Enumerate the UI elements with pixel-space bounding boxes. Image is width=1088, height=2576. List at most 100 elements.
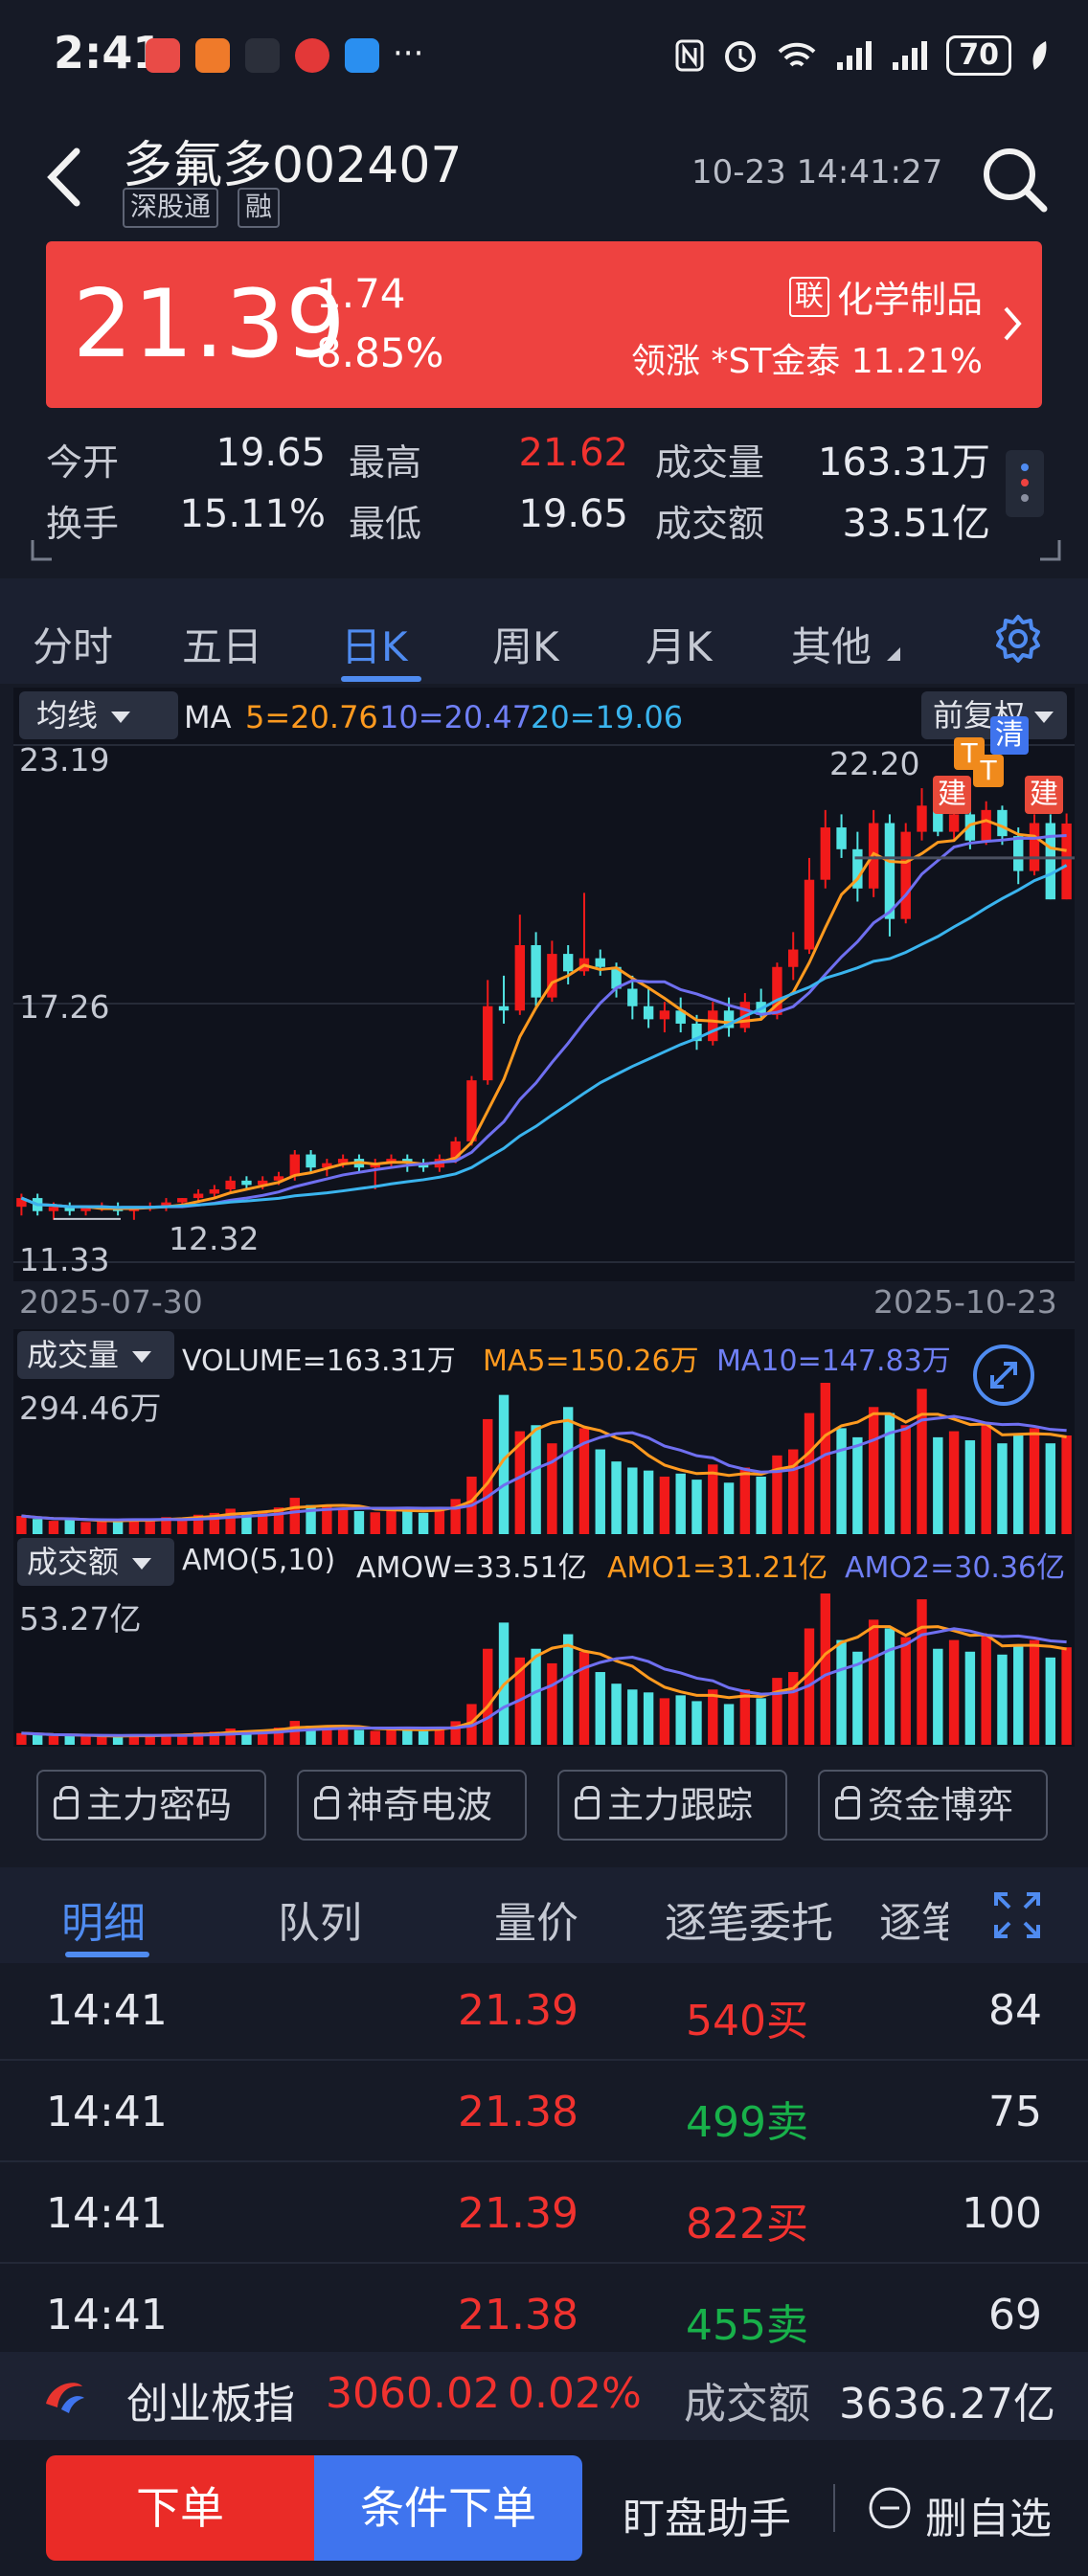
volume-bar (788, 1449, 799, 1534)
badge-t-2[interactable]: T (973, 755, 1004, 787)
app-notification-icon (195, 38, 230, 73)
lock-icon (575, 1786, 600, 1819)
volume-bar (161, 1517, 171, 1534)
tab-order-by-order[interactable]: 逐笔委托 (665, 1899, 833, 1948)
candle-body (1045, 823, 1056, 900)
more-quote-button[interactable] (1006, 450, 1044, 517)
index-value: 3060.02 (326, 2369, 500, 2418)
volume-bar (708, 1464, 718, 1534)
volume-bar (1061, 1435, 1072, 1534)
amount-value: 33.51亿 (842, 502, 990, 546)
expand-chart-icon[interactable] (971, 1343, 1036, 1408)
amount-bar (241, 1730, 252, 1745)
tab-monthly-k[interactable]: 月K (646, 623, 713, 670)
volume-bar (723, 1482, 735, 1534)
amount-bar (402, 1729, 413, 1745)
tab-daily-k[interactable]: 日K (341, 623, 408, 670)
remove-watchlist-button[interactable]: 删自选 (925, 2495, 1052, 2543)
amount-bar (562, 1634, 574, 1745)
volume-bar (547, 1443, 557, 1534)
back-button[interactable] (38, 144, 96, 211)
trade-count: 100 (962, 2189, 1042, 2238)
volume-panel[interactable]: 成交量 VOLUME=163.31万 MA5=150.26万 MA10=147.… (13, 1329, 1075, 1536)
ma5-legend: 5=20.76 (245, 699, 378, 735)
industry-link[interactable]: 联 化学制品 (788, 270, 983, 323)
trade-volume: 822买 (686, 2200, 808, 2248)
turnover-value: 15.11% (179, 492, 326, 536)
amount-bar (128, 1734, 140, 1745)
tab-volume-price[interactable]: 量价 (494, 1899, 578, 1948)
place-order-button[interactable]: 下单 (46, 2455, 314, 2561)
signal-1-icon (837, 41, 873, 70)
amount-bar (691, 1701, 702, 1745)
amount-bar (611, 1683, 622, 1745)
badge-build-1[interactable]: 建 (933, 776, 971, 814)
volume-bar (80, 1522, 91, 1534)
conditional-order-button[interactable]: 条件下单 (314, 2455, 582, 2561)
battery-indicator: 70 (946, 35, 1011, 76)
tab-queue[interactable]: 队列 (278, 1899, 362, 1948)
volume-bar (868, 1407, 879, 1534)
amount-bar (981, 1634, 991, 1745)
ma-selector[interactable]: 均线 (19, 691, 178, 739)
trade-time: 14:41 (46, 2189, 168, 2238)
candle-body (708, 1010, 718, 1042)
candle-body (1013, 836, 1024, 871)
fullscreen-icon[interactable] (992, 1890, 1042, 1940)
trade-volume: 499卖 (686, 2098, 808, 2147)
trade-row: 14:41 21.39 540买 84 (0, 1959, 1088, 2061)
volume-bar (370, 1512, 380, 1534)
candle-body (16, 1198, 27, 1208)
kline-min-label: 12.32 (169, 1220, 260, 1257)
tab-other[interactable]: 其他 (791, 623, 873, 670)
indicator-main-code-button[interactable]: 主力密码 (36, 1770, 266, 1841)
amount-bar (868, 1619, 879, 1745)
amount-bar (643, 1692, 654, 1745)
candle-body (611, 966, 622, 989)
amount-bar (948, 1639, 960, 1745)
indicator-track-button[interactable]: 主力跟踪 (557, 1770, 787, 1841)
amount-bar (177, 1734, 188, 1745)
candle-body (595, 958, 605, 967)
trade-count: 69 (988, 2291, 1042, 2339)
amount-bar (772, 1678, 782, 1745)
index-amount: 3636.27亿 (839, 2380, 1055, 2429)
volume-ma10-legend: MA10=147.83万 (716, 1344, 951, 1378)
chevron-right-icon (1004, 306, 1022, 341)
monitor-helper-button[interactable]: 盯盘助手 (623, 2495, 791, 2543)
indicator-wave-button[interactable]: 神奇电波 (297, 1770, 527, 1841)
kline-panel[interactable]: 均线 MA 5=20.76 10=20.47 20=19.06 前复权 23.1… (13, 688, 1075, 1281)
amount-bar (675, 1695, 686, 1745)
candle-body (337, 1159, 349, 1164)
kline-y-bottom: 11.33 (19, 1241, 110, 1278)
volume-bar (434, 1506, 445, 1534)
tab-weekly-k[interactable]: 周K (492, 623, 559, 670)
volume-bar (241, 1512, 252, 1534)
nfc-icon (675, 39, 704, 72)
indicator-fund-button[interactable]: 资金博弈 (818, 1770, 1048, 1841)
tab-trade-by-trade[interactable]: 逐笔 (879, 1899, 948, 1948)
volume-selector[interactable]: 成交量 (17, 1331, 174, 1379)
amount-bar (659, 1698, 670, 1745)
badge-clear[interactable]: 清 (990, 716, 1029, 755)
candle-body (80, 1207, 91, 1211)
volume-bar (611, 1461, 622, 1534)
search-icon[interactable] (977, 142, 1050, 215)
price-card[interactable]: 21.39 1.74 8.85% 联 化学制品 领涨 *ST金泰 11.21% (46, 241, 1042, 408)
tab-detail[interactable]: 明细 (61, 1899, 146, 1948)
amount-selector[interactable]: 成交额 (17, 1538, 174, 1586)
tab-five-day[interactable]: 五日 (182, 623, 263, 670)
amount-bar (578, 1651, 590, 1745)
volume-bar (643, 1470, 654, 1534)
tab-intraday[interactable]: 分时 (33, 623, 114, 670)
volume-bar (289, 1498, 300, 1534)
volume-bar (1045, 1443, 1056, 1534)
open-label: 今开 (46, 441, 120, 484)
settings-gear-icon[interactable] (992, 613, 1044, 665)
index-ticker-bar[interactable]: 创业板指 3060.02 0.02% 成交额 3636.27亿 (0, 2352, 1088, 2440)
trade-time: 14:41 (46, 2088, 168, 2136)
active-tab-indicator (341, 676, 421, 682)
amount-panel[interactable]: 成交额 AMO(5,10) AMOW=33.51亿 AMO1=31.21亿 AM… (13, 1536, 1075, 1747)
badge-build-2[interactable]: 建 (1025, 776, 1063, 814)
volume-bar (258, 1510, 268, 1534)
